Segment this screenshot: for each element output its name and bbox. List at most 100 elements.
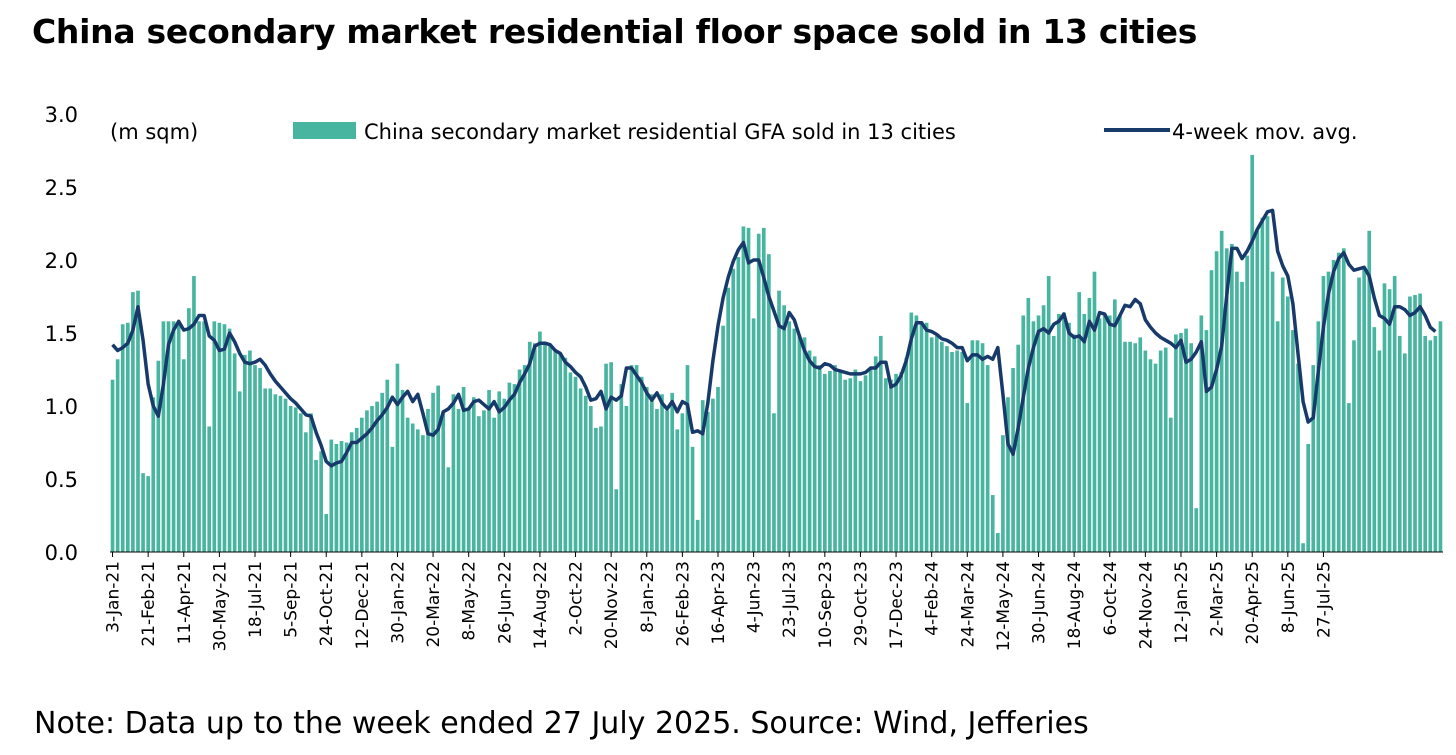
bar <box>517 369 522 552</box>
bar <box>573 376 578 552</box>
bar <box>624 406 629 552</box>
bar <box>929 337 934 552</box>
bar <box>1301 543 1305 552</box>
bar <box>1031 321 1036 552</box>
bar <box>497 391 502 552</box>
bar <box>131 292 135 552</box>
bar <box>960 351 965 552</box>
bar <box>1204 330 1209 552</box>
bar <box>171 321 176 552</box>
x-tick-label: 20-Mar-22 <box>424 561 444 648</box>
bar <box>487 389 491 552</box>
bar <box>1097 318 1102 552</box>
y-tick-label: 3.0 <box>45 103 78 127</box>
bar <box>187 308 191 552</box>
bar <box>782 305 786 552</box>
y-tick-label: 2.0 <box>45 249 78 273</box>
bar <box>426 408 430 552</box>
bar <box>207 426 212 552</box>
bar <box>700 400 705 552</box>
bar <box>990 495 995 552</box>
bar <box>823 373 827 552</box>
x-tick-label: 18-Jul-21 <box>246 561 266 638</box>
bar <box>787 321 792 552</box>
bar <box>955 350 959 552</box>
bar <box>1143 350 1148 552</box>
bar <box>1336 252 1341 552</box>
bar <box>1011 368 1015 552</box>
bar <box>268 388 273 552</box>
bar <box>680 413 685 552</box>
bar <box>1214 251 1219 553</box>
bar <box>1138 337 1143 552</box>
bar <box>527 341 532 552</box>
x-tick-label: 8-Jan-23 <box>638 561 658 633</box>
bar <box>1082 314 1087 552</box>
bar <box>950 351 954 552</box>
bar <box>1163 347 1168 552</box>
bar <box>125 322 130 552</box>
bar <box>1158 350 1163 552</box>
bar <box>1189 343 1193 552</box>
bar <box>314 460 318 552</box>
bar <box>522 365 527 552</box>
x-axis: 3-Jan-21 21-Feb-21 11-Apr-21 30-May-21 18-Ju… <box>104 551 1443 651</box>
bar <box>410 423 415 552</box>
y-tick-label: 1.5 <box>45 322 78 346</box>
y-tick-label: 1.0 <box>45 395 78 419</box>
bar <box>324 514 329 552</box>
bar <box>161 321 166 552</box>
bar <box>1265 216 1270 552</box>
x-tick-label: 4-Feb-24 <box>923 561 943 636</box>
bar <box>828 370 832 552</box>
bar <box>690 446 695 552</box>
bar <box>1367 230 1372 553</box>
bar <box>1250 154 1255 552</box>
bar <box>970 340 975 552</box>
bar <box>1199 315 1204 552</box>
bar <box>807 350 812 552</box>
x-tick-label: 24-Nov-24 <box>1136 561 1156 649</box>
bar <box>370 406 374 552</box>
bar <box>1230 243 1234 552</box>
bar <box>166 321 171 552</box>
bar <box>772 413 776 552</box>
bar <box>1413 295 1417 552</box>
bar <box>1036 315 1041 552</box>
bar <box>1433 335 1438 552</box>
chart-svg: 0.0 0.5 1.0 1.5 2.0 2.5 3.0 3-Jan-21 21-Feb-21 1… <box>45 103 1443 651</box>
bar <box>894 373 898 552</box>
bar <box>309 413 313 552</box>
bar <box>395 363 400 552</box>
bar <box>670 392 675 552</box>
bar <box>1377 350 1382 552</box>
bar <box>502 398 507 552</box>
bar <box>736 257 741 552</box>
bar <box>1179 333 1183 552</box>
legend-bar-swatch <box>293 122 356 139</box>
bar <box>354 427 359 552</box>
bar <box>1306 443 1311 552</box>
bar <box>110 379 115 552</box>
bar <box>583 395 588 552</box>
x-tick-label: 30-Jun-24 <box>1030 561 1050 644</box>
bar <box>538 331 542 552</box>
bar <box>466 407 471 552</box>
bar <box>334 443 339 552</box>
bar <box>599 426 603 552</box>
bar <box>711 398 715 552</box>
bar <box>1347 403 1351 552</box>
bar <box>1224 248 1229 552</box>
bar <box>1077 292 1082 552</box>
bar <box>558 353 563 552</box>
bar <box>1397 335 1402 552</box>
x-tick-label: 30-Jan-22 <box>389 561 409 644</box>
bar <box>721 325 725 552</box>
bar <box>482 410 486 552</box>
bar <box>604 363 608 552</box>
bar <box>1092 271 1097 552</box>
bar <box>980 343 985 552</box>
bar <box>477 416 481 552</box>
bar <box>532 343 537 552</box>
bar <box>431 392 435 552</box>
